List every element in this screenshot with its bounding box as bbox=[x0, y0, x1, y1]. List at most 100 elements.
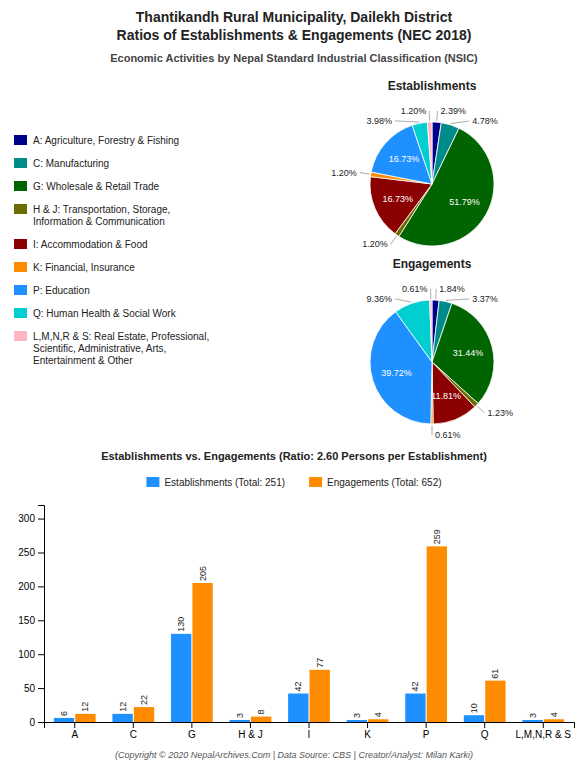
legend-line: Scientific, Administrative, Arts, bbox=[33, 343, 166, 354]
pie-slice bbox=[430, 300, 432, 362]
tick-mark bbox=[191, 722, 192, 728]
leader-line bbox=[391, 236, 397, 244]
data-label: 205 bbox=[198, 566, 208, 581]
leader-line bbox=[446, 299, 469, 300]
tick-mark bbox=[426, 722, 427, 728]
bar bbox=[192, 583, 212, 722]
legend-line: Information & Communication bbox=[33, 216, 165, 227]
title: Thantikandh Rural Municipality, Dailekh … bbox=[117, 9, 472, 43]
x-tick: P bbox=[423, 722, 430, 740]
title-line: Thantikandh Rural Municipality, Dailekh … bbox=[136, 9, 453, 25]
title-line: Ratios of Establishments & Engagements (… bbox=[117, 27, 472, 43]
bar bbox=[251, 717, 271, 722]
x-tick-label: P bbox=[423, 729, 430, 740]
pie-slice bbox=[427, 122, 432, 184]
tick-mark bbox=[74, 722, 75, 728]
bar bbox=[310, 670, 330, 722]
x-tick: I bbox=[308, 722, 311, 740]
y-tick-label: 150 bbox=[18, 615, 35, 626]
footer: (Copyright © 2020 NepalArchives.Com | Da… bbox=[115, 750, 473, 760]
legend-swatch bbox=[146, 477, 159, 487]
x-tick: H & J bbox=[238, 722, 262, 740]
legend-swatch bbox=[14, 204, 27, 214]
legend-item: Engagements (Total: 652) bbox=[309, 477, 442, 488]
tick-mark bbox=[367, 722, 368, 728]
bar bbox=[464, 715, 484, 722]
x-tick-label: Q bbox=[481, 729, 489, 740]
data-label: 16.73% bbox=[389, 154, 420, 164]
bar bbox=[485, 681, 505, 722]
legend-swatch bbox=[14, 239, 27, 249]
y-tick-label: 50 bbox=[24, 683, 36, 694]
subtitle: Economic Activities by Nepal Standard In… bbox=[110, 52, 478, 64]
data-label: 1.20% bbox=[401, 106, 427, 116]
data-label: 8 bbox=[256, 710, 266, 715]
y-tick-label: 200 bbox=[18, 581, 35, 592]
tick-mark bbox=[309, 722, 310, 728]
legend-swatch bbox=[14, 285, 27, 295]
data-label: 51.79% bbox=[449, 197, 480, 207]
tick-mark bbox=[133, 722, 134, 728]
data-labels: 61213034234210312222058774259614 bbox=[59, 529, 559, 718]
y-tick-label: 0 bbox=[29, 717, 35, 728]
data-label: 1.20% bbox=[331, 168, 357, 178]
data-label: 3 bbox=[528, 713, 538, 718]
legend-line: P: Education bbox=[33, 285, 90, 296]
x-tick: G bbox=[188, 722, 196, 740]
leader-line bbox=[477, 406, 484, 413]
tick-mark bbox=[484, 722, 485, 728]
data-label: 1.23% bbox=[487, 408, 513, 418]
data-label: 31.44% bbox=[453, 348, 484, 358]
tick-mark bbox=[38, 688, 44, 689]
x-tick: Q bbox=[481, 722, 489, 740]
data-label: 9.36% bbox=[367, 294, 393, 304]
x-tick: C bbox=[130, 722, 137, 740]
bar bbox=[112, 714, 132, 722]
data-label: 22 bbox=[139, 695, 149, 705]
data-label: 4 bbox=[373, 712, 383, 717]
data-label: 1.84% bbox=[439, 284, 465, 294]
tick-mark bbox=[38, 519, 44, 520]
legend-entry: P: Education bbox=[33, 285, 90, 296]
pie-slice bbox=[412, 122, 432, 184]
legend-entry: H & J: Transportation, Storage,Informati… bbox=[33, 204, 170, 227]
legend-entry: K: Financial, Insurance bbox=[33, 262, 135, 273]
pie: 31.44%11.81%39.72%1.84%3.37%1.23%0.61%0.… bbox=[367, 284, 513, 440]
bars bbox=[54, 546, 564, 722]
x-tick-label: I bbox=[308, 729, 311, 740]
x-tick-label: L,M,N,R & S bbox=[515, 729, 571, 740]
bar bbox=[54, 718, 74, 722]
y-tick: 50 bbox=[24, 683, 44, 694]
data-label: 12 bbox=[80, 702, 90, 712]
y-tick: 150 bbox=[18, 615, 44, 626]
legend: A: Agriculture, Forestry & FishingC: Man… bbox=[14, 135, 209, 366]
x-tick: L,M,N,R & S bbox=[515, 722, 571, 740]
pie-title: Establishments bbox=[388, 79, 477, 93]
bar bbox=[544, 719, 564, 722]
pie-slice bbox=[396, 300, 432, 362]
axis-line bbox=[38, 506, 45, 723]
data-label: 3 bbox=[352, 713, 362, 718]
pie-slice bbox=[370, 177, 432, 234]
leader-line bbox=[432, 425, 433, 435]
x-tick-label: H & J bbox=[238, 729, 262, 740]
x-tick-label: A bbox=[71, 729, 78, 740]
legend-line: I: Accommodation & Food bbox=[33, 239, 148, 250]
legend-swatch bbox=[14, 331, 27, 341]
bar bbox=[405, 694, 425, 722]
tick-mark bbox=[250, 722, 251, 728]
data-label: 42 bbox=[293, 682, 303, 692]
tick-mark bbox=[38, 654, 44, 655]
data-label: 77 bbox=[315, 658, 325, 668]
data-label: 6 bbox=[59, 711, 69, 716]
data-label: 4 bbox=[549, 712, 559, 717]
data-label: 2.39% bbox=[440, 106, 466, 116]
y-tick: 0 bbox=[29, 717, 44, 728]
legend-entry: C: Manufacturing bbox=[33, 158, 109, 169]
tick-mark bbox=[38, 620, 44, 621]
bar bbox=[522, 720, 542, 722]
legend-line: Entertainment & Other bbox=[33, 355, 133, 366]
bar bbox=[427, 546, 447, 722]
tick-mark bbox=[543, 722, 544, 728]
bar bbox=[368, 719, 388, 722]
